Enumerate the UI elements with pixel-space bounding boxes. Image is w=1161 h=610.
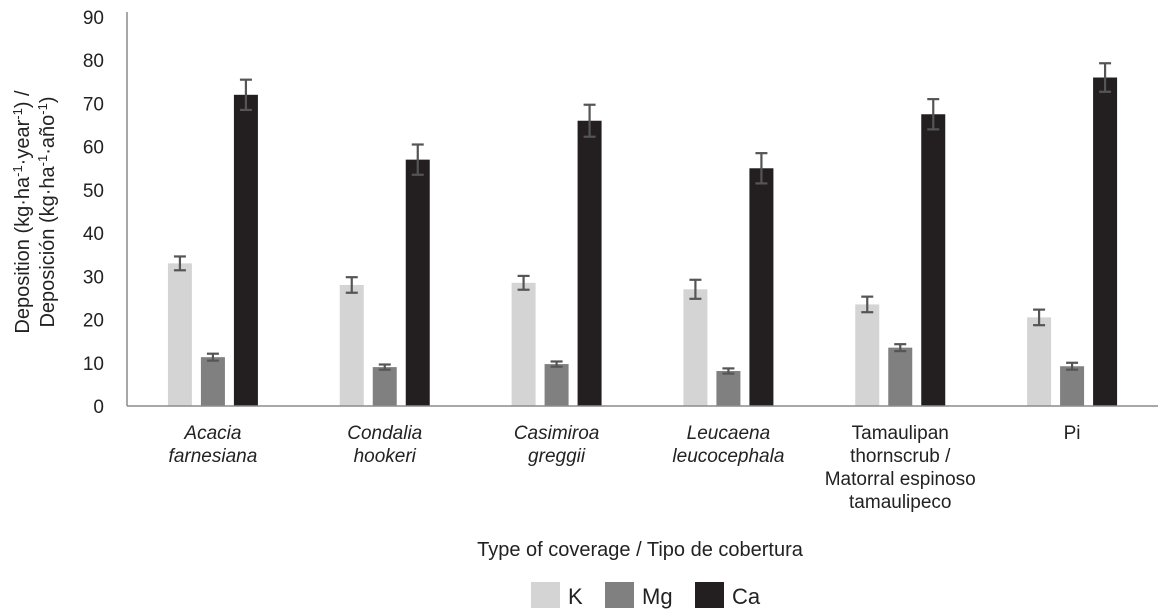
bar-k <box>855 304 880 406</box>
y-axis-title: Deposition (kg·ha-1·year-1) /Deposición … <box>10 90 60 334</box>
y-tick-label: 20 <box>83 311 104 332</box>
error-bar-ca <box>927 98 940 131</box>
legend-item-mg: Mg <box>605 582 673 609</box>
category-label: farnesiana <box>169 446 258 467</box>
error-bar-ca <box>411 143 424 176</box>
error-bar-ca <box>1099 62 1112 93</box>
error-bars <box>173 62 1112 375</box>
error-bar-mg <box>378 363 391 371</box>
bar-ca <box>1093 77 1118 406</box>
category-label: thornscrub / <box>850 446 951 467</box>
bar-mg <box>372 367 397 406</box>
error-bar-k <box>173 255 186 272</box>
category-label: Leucaena <box>687 423 770 444</box>
y-tick-label: 30 <box>83 267 104 288</box>
y-tick-label: 60 <box>83 138 104 159</box>
error-bar-k <box>517 274 530 291</box>
bar-mg <box>1060 366 1085 406</box>
y-axis-title-line: Deposition (kg·ha-1·year-1) / <box>10 90 35 334</box>
y-tick-label: 70 <box>83 94 104 115</box>
legend-item-ca: Ca <box>695 582 761 609</box>
bar-ca <box>749 168 774 406</box>
category-label: hookeri <box>354 446 417 467</box>
bar-ca <box>921 114 946 406</box>
error-bar-mg <box>206 352 219 362</box>
bar-k <box>1027 317 1052 406</box>
legend-label: K <box>568 584 583 609</box>
error-bar-k <box>1033 308 1046 327</box>
error-bar-k <box>689 278 702 300</box>
y-tick-label: 50 <box>83 181 104 202</box>
category-label: tamaulipeco <box>849 492 951 513</box>
y-tick-label: 10 <box>83 354 104 375</box>
category-label: Casimiroa <box>514 423 600 444</box>
bar-mg <box>888 347 913 406</box>
legend-swatch <box>695 582 724 608</box>
y-tick-label: 40 <box>83 224 104 245</box>
error-bar-mg <box>1066 361 1079 371</box>
bar-mg <box>200 357 225 406</box>
category-label: Matorral espinoso <box>825 469 976 490</box>
category-label: Pi <box>1064 423 1081 444</box>
y-tick-label: 0 <box>93 397 104 418</box>
y-tick-label: 90 <box>83 8 104 29</box>
category-label: Tamaulipan <box>852 423 949 444</box>
y-axis-title-line: Deposición (kg·ha-1·año-1) <box>35 96 60 327</box>
error-bar-k <box>345 276 358 294</box>
bar-mg <box>716 370 741 406</box>
y-tick-label: 80 <box>83 51 104 72</box>
category-label: greggii <box>528 446 586 467</box>
bar-ca <box>577 120 602 406</box>
legend-swatch <box>605 582 634 608</box>
error-bar-mg <box>722 367 735 375</box>
bar-ca <box>233 94 258 407</box>
x-axis-title: Type of coverage / Tipo de cobertura <box>477 539 804 561</box>
bar-k <box>511 282 536 406</box>
error-bar-mg <box>550 360 563 368</box>
category-label: Acacia <box>183 423 241 444</box>
error-bar-k <box>861 295 874 314</box>
legend-label: Ca <box>732 584 761 609</box>
legend-label: Mg <box>642 584 673 609</box>
error-bar-ca <box>239 78 252 112</box>
legend-swatch <box>531 582 560 608</box>
bars <box>167 77 1118 407</box>
category-label: leucocephala <box>672 446 784 467</box>
bar-k <box>339 284 364 406</box>
category-label: Condalia <box>347 423 422 444</box>
error-bar-ca <box>755 152 768 185</box>
legend: K Mg Ca <box>531 582 761 609</box>
bar-k <box>167 263 192 406</box>
error-bar-mg <box>894 343 907 353</box>
error-bar-ca <box>583 103 596 138</box>
legend-item-k: K <box>531 582 583 609</box>
bar-ca <box>405 159 430 406</box>
bar-mg <box>544 364 569 406</box>
bar-k <box>683 289 708 406</box>
y-axis-ticks: 0 10 20 30 40 50 60 70 80 90 <box>83 8 104 418</box>
